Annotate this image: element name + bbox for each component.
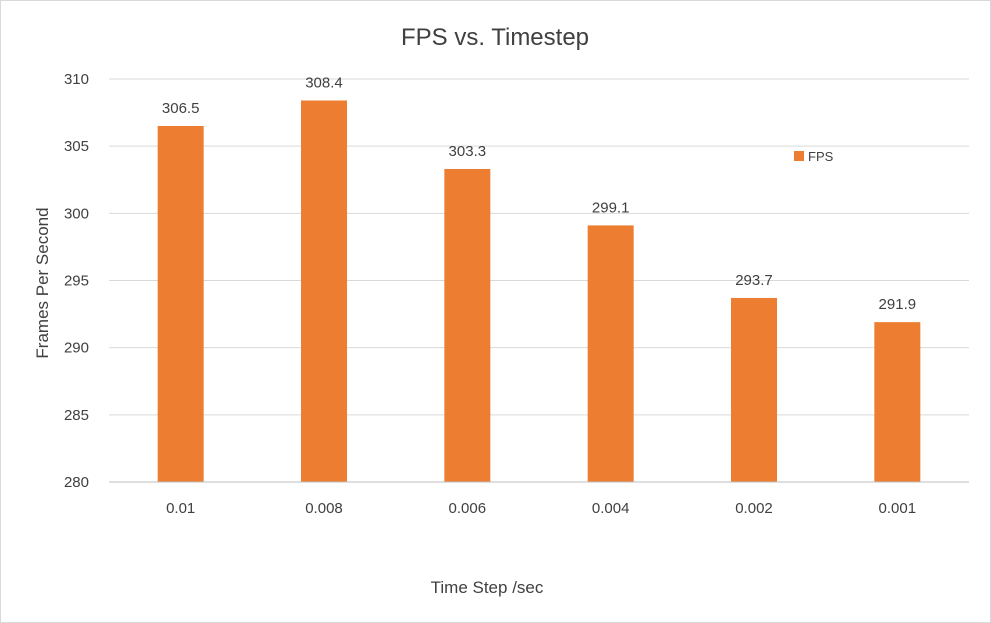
x-axis-title: Time Step /sec <box>431 578 544 597</box>
y-tick-label: 300 <box>64 205 89 222</box>
x-tick-label: 0.006 <box>449 500 487 517</box>
chart-title: FPS vs. Timestep <box>401 24 589 51</box>
x-tick-label: 0.001 <box>879 500 917 517</box>
x-tick-label: 0.008 <box>305 500 343 517</box>
bar-0-01 <box>157 126 204 483</box>
y-tick-label: 295 <box>64 273 89 290</box>
y-tick-label: 310 <box>64 71 89 88</box>
x-tick-label: 0.004 <box>592 500 630 517</box>
y-tick-label: 305 <box>64 138 89 155</box>
legend-label-fps: FPS <box>808 149 834 164</box>
data-label: 308.4 <box>305 74 343 91</box>
data-label: 306.5 <box>162 100 200 117</box>
bar-0-001 <box>874 322 921 482</box>
y-axis-title: Frames Per Second <box>33 207 52 358</box>
bar-0-002 <box>731 297 777 482</box>
bar-0-008 <box>301 100 347 482</box>
grid-lines <box>109 78 969 416</box>
bar-0-006 <box>444 169 491 482</box>
data-labels: 306.5 308.4 303.3 299.1 293.7 291.9 <box>162 74 916 313</box>
data-label: 291.9 <box>879 296 917 313</box>
legend: FPS <box>794 149 834 164</box>
tick-labels: 280 285 290 295 300 305 310 0.01 0.008 0.006 0.004… <box>64 71 916 517</box>
y-tick-label: 285 <box>64 407 89 424</box>
y-tick-label: 280 <box>64 474 89 491</box>
x-tick-label: 0.01 <box>166 500 195 517</box>
data-label: 299.1 <box>592 199 630 216</box>
legend-swatch-fps <box>794 151 804 161</box>
data-label: 293.7 <box>735 272 773 289</box>
bars <box>157 100 921 483</box>
y-tick-label: 290 <box>64 340 89 357</box>
x-tick-label: 0.002 <box>735 500 773 517</box>
data-label: 303.3 <box>449 143 487 160</box>
bar-0-004 <box>587 225 634 482</box>
